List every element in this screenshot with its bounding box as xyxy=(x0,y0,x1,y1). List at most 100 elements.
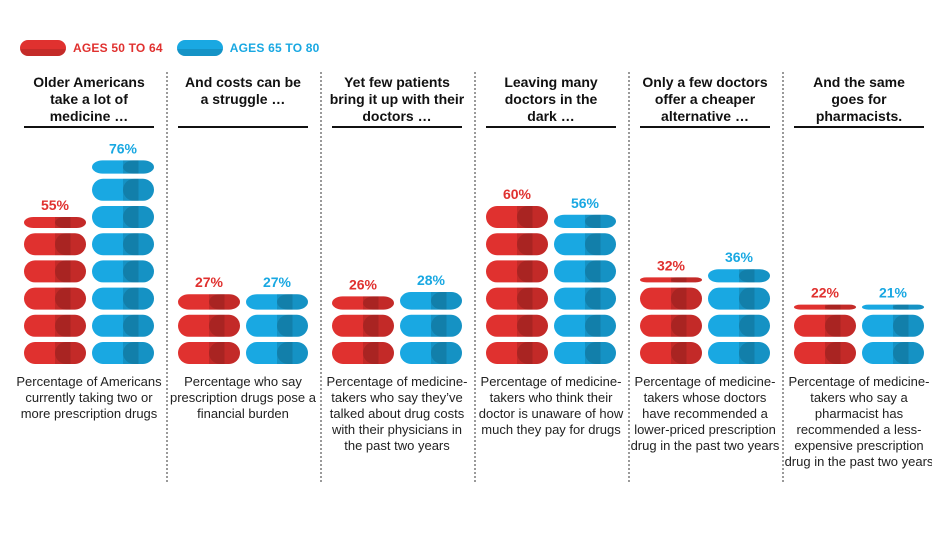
panel-headline: And the same goes for pharmacists. xyxy=(813,74,905,124)
pill-ages-65-80-2 xyxy=(708,314,770,337)
headline-rule xyxy=(640,126,770,128)
pill-ages-65-80-3 xyxy=(862,304,924,310)
value-label-ages-65-80: 56% xyxy=(571,195,600,211)
pill-ages-65-80-2 xyxy=(862,314,924,337)
pill-ages-65-80-2 xyxy=(554,314,616,337)
pill-ages-65-80-2 xyxy=(246,314,308,337)
value-label-ages-50-64: 32% xyxy=(657,257,686,273)
pill-ages-65-80-3 xyxy=(554,287,616,310)
pill-ages-50-64-4 xyxy=(24,260,86,283)
pill-ages-65-80-3 xyxy=(400,292,462,310)
pill-ages-50-64-2 xyxy=(640,314,702,337)
pill-ages-50-64-4 xyxy=(486,260,548,283)
pill-bars: 27% 27% xyxy=(178,274,308,364)
headline-rule xyxy=(24,126,154,128)
value-label-ages-65-80: 27% xyxy=(263,274,292,290)
pill-ages-50-64-2 xyxy=(332,314,394,337)
pill-ages-50-64-5 xyxy=(486,233,548,256)
pill-ages-50-64-6 xyxy=(24,217,86,228)
pill-ages-50-64-4 xyxy=(640,277,702,283)
pill-ages-65-80-1 xyxy=(246,342,308,364)
legend-swatch-ages-65-80 xyxy=(176,40,223,56)
pill-ages-50-64-5 xyxy=(24,233,86,256)
pill-ages-65-80-7 xyxy=(92,178,154,201)
panel-caption: Percentage who say prescription drugs po… xyxy=(170,374,316,421)
pill-ages-50-64-6 xyxy=(486,206,548,228)
pill-ages-50-64-2 xyxy=(486,314,548,337)
panel-caption: Percentage of medicine-takers who say a … xyxy=(784,374,932,469)
pill-bars: 22% 21% xyxy=(794,285,924,364)
headline-rule xyxy=(178,126,308,128)
pill-ages-50-64-1 xyxy=(640,342,702,364)
headline-rule xyxy=(486,126,616,128)
pill-bars: 55% 76% xyxy=(24,140,154,364)
legend-item-ages-65-80: AGES 65 TO 80 xyxy=(176,40,320,56)
pill-ages-50-64-3 xyxy=(24,287,86,310)
legend-swatch-ages-50-64 xyxy=(20,40,66,56)
pill-ages-65-80-6 xyxy=(554,214,616,228)
pill-ages-50-64-2 xyxy=(794,314,856,337)
pill-ages-65-80-5 xyxy=(92,233,154,256)
pill-ages-65-80-6 xyxy=(92,206,154,228)
pill-ages-65-80-4 xyxy=(92,260,154,283)
legend-item-ages-50-64: AGES 50 TO 64 xyxy=(20,40,163,56)
panel-caption: Percentage of medicine-takers whose doct… xyxy=(630,374,780,453)
pill-ages-65-80-4 xyxy=(708,269,770,283)
pill-ages-65-80-1 xyxy=(400,342,462,364)
value-label-ages-65-80: 76% xyxy=(109,140,138,156)
headline-rule xyxy=(332,126,462,128)
panel-caption: Percentage of Americans currently taking… xyxy=(16,374,162,421)
legend-label-ages-65-80: AGES 65 TO 80 xyxy=(229,41,320,55)
pill-ages-65-80-8 xyxy=(92,160,154,174)
value-label-ages-65-80: 36% xyxy=(725,249,754,265)
pill-ages-50-64-2 xyxy=(24,314,86,337)
pill-ages-50-64-1 xyxy=(332,342,394,364)
pill-ages-50-64-1 xyxy=(486,342,548,364)
value-label-ages-50-64: 60% xyxy=(503,186,532,202)
panel-divider xyxy=(782,72,784,482)
legend-label-ages-50-64: AGES 50 TO 64 xyxy=(73,41,163,55)
panel-caption: Percentage of medicine-takers who think … xyxy=(478,374,624,437)
panel-divider xyxy=(474,72,476,482)
pill-ages-65-80-1 xyxy=(708,342,770,364)
panel-headline: Only a few doctors offer a cheaper alter… xyxy=(642,74,768,124)
pill-ages-65-80-5 xyxy=(554,233,616,256)
panel-divider xyxy=(320,72,322,482)
pill-ages-50-64-3 xyxy=(640,287,702,310)
panel-talk-with-doctors: Yet few patients bring it up with their … xyxy=(320,72,474,482)
pill-ages-50-64-3 xyxy=(332,296,394,310)
panel-cheaper-alternative: Only a few doctors offer a cheaper alter… xyxy=(628,72,782,482)
value-label-ages-65-80: 28% xyxy=(417,272,446,288)
headline-rule xyxy=(794,126,924,128)
panel-headline: And costs can be a struggle … xyxy=(185,74,301,107)
pill-ages-65-80-2 xyxy=(92,314,154,337)
pill-ages-50-64-3 xyxy=(794,304,856,310)
pill-ages-65-80-3 xyxy=(708,287,770,310)
pill-ages-65-80-1 xyxy=(92,342,154,364)
value-label-ages-50-64: 27% xyxy=(195,274,224,290)
value-label-ages-50-64: 55% xyxy=(41,197,70,213)
pill-ages-65-80-3 xyxy=(92,287,154,310)
value-label-ages-65-80: 21% xyxy=(879,285,908,301)
panel-headline: Yet few patients bring it up with their … xyxy=(329,74,465,124)
panel-cost-burden: And costs can be a struggle … 27% 27% Per… xyxy=(166,72,320,482)
pill-bars: 32% 36% xyxy=(640,249,770,364)
value-label-ages-50-64: 22% xyxy=(811,285,840,301)
pill-ages-50-64-1 xyxy=(24,342,86,364)
pill-ages-50-64-1 xyxy=(178,342,240,364)
panel-doctors-unaware: Leaving many doctors in the dark … 60% 56… xyxy=(474,72,628,482)
pill-ages-65-80-4 xyxy=(554,260,616,283)
panel-headline: Older Americans take a lot of medicine … xyxy=(33,74,145,124)
pill-ages-50-64-3 xyxy=(178,294,240,310)
pill-bars: 60% 56% xyxy=(486,186,616,364)
pill-ages-65-80-1 xyxy=(862,342,924,364)
panel-medicine-use: Older Americans take a lot of medicine …… xyxy=(12,72,166,482)
pill-ages-50-64-2 xyxy=(178,314,240,337)
pill-ages-65-80-2 xyxy=(400,314,462,337)
panel-caption: Percentage of medicine-takers who say th… xyxy=(326,374,468,453)
pill-ages-65-80-1 xyxy=(554,342,616,364)
panel-pharmacists: And the same goes for pharmacists. 22% 21… xyxy=(782,72,932,482)
pill-ages-50-64-1 xyxy=(794,342,856,364)
panel-divider xyxy=(166,72,168,482)
